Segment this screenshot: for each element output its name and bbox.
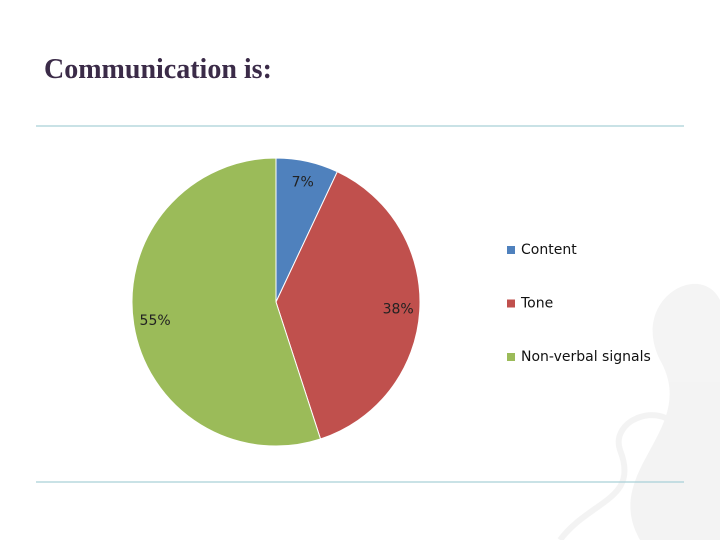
data-label: 55% <box>140 313 171 329</box>
data-label: 7% <box>292 175 314 191</box>
legend: Content Tone Non-verbal signals <box>507 242 651 365</box>
legend-label: Content <box>521 242 577 258</box>
legend-swatch <box>507 353 515 361</box>
legend-swatch <box>507 299 515 308</box>
slide-title: Communication is: <box>44 54 272 85</box>
legend-label: Tone <box>520 296 553 312</box>
pie-slice <box>275 171 421 440</box>
data-label: 38% <box>383 302 414 318</box>
background-ornament <box>557 283 720 540</box>
pie: 7% 38% 55% <box>131 157 421 447</box>
legend-swatch <box>507 246 515 254</box>
pie-slice <box>131 157 322 447</box>
legend-label: Non-verbal signals <box>521 349 651 365</box>
